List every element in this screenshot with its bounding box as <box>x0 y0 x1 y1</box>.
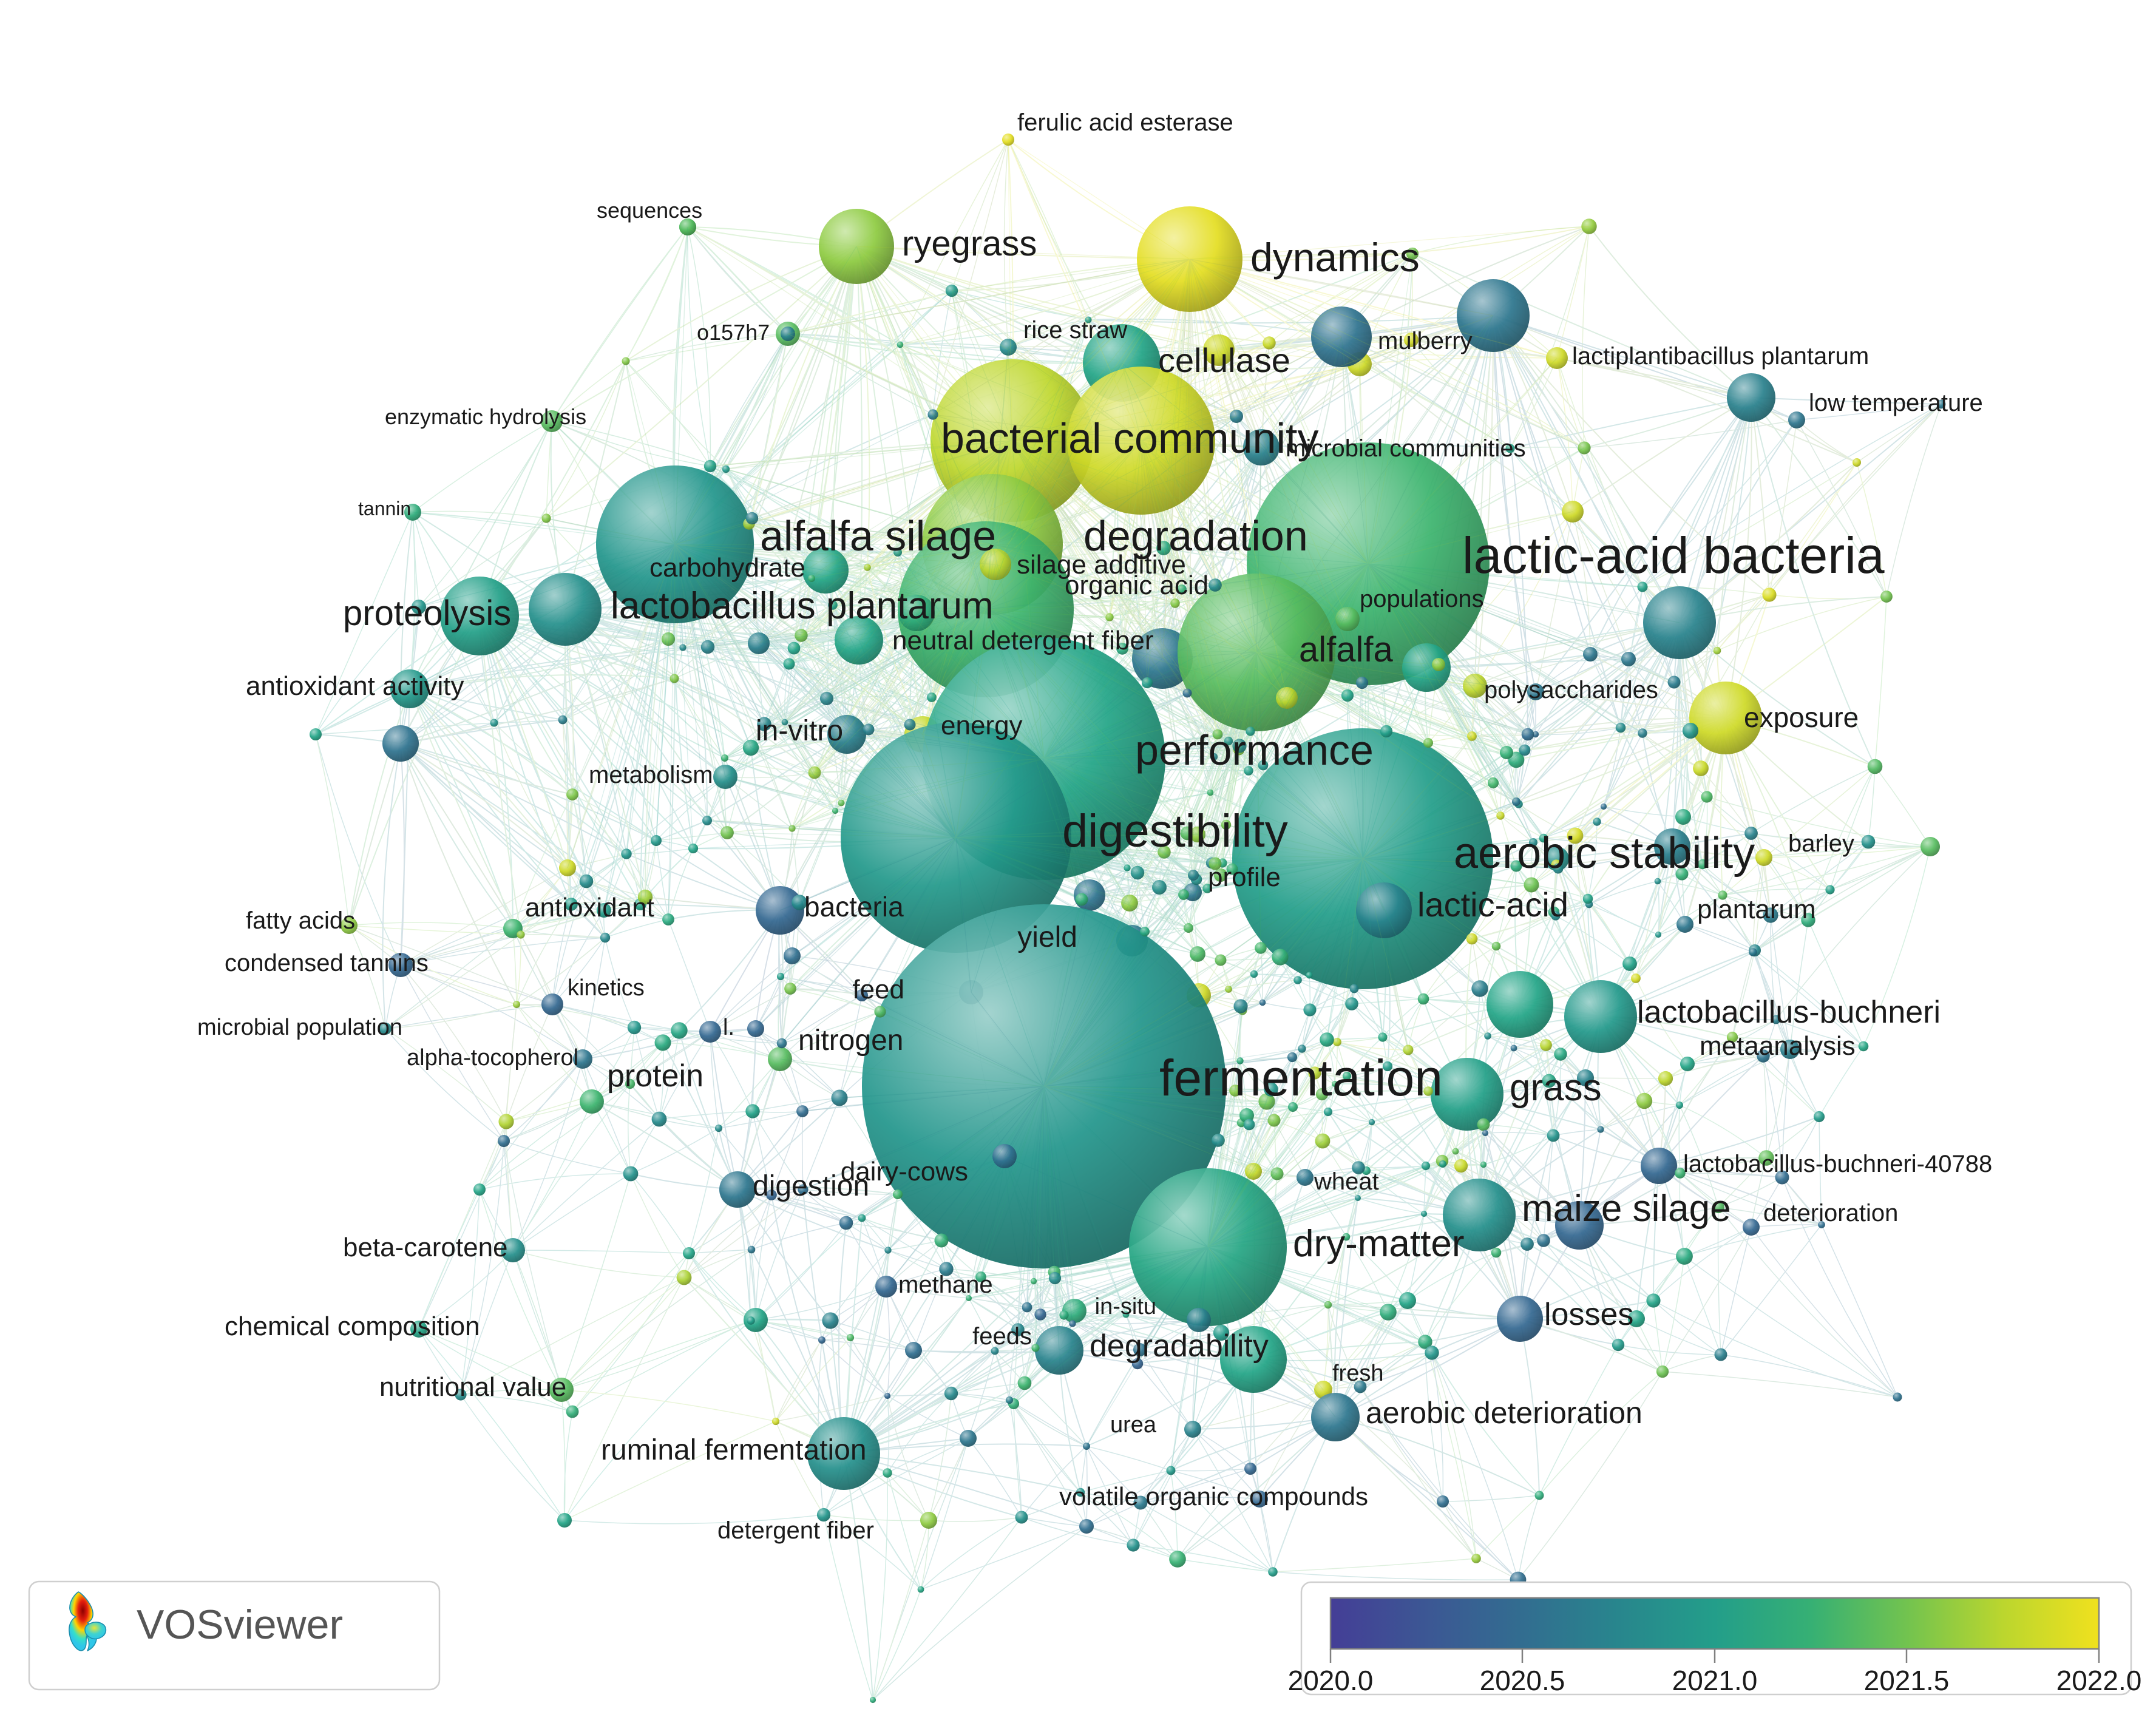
svg-text:2020.0: 2020.0 <box>1288 1665 1374 1696</box>
svg-text:2020.5: 2020.5 <box>1480 1665 1565 1696</box>
svg-text:2022.0: 2022.0 <box>2056 1665 2142 1696</box>
svg-text:2021.0: 2021.0 <box>1672 1665 1758 1696</box>
svg-text:2021.5: 2021.5 <box>1864 1665 1950 1696</box>
